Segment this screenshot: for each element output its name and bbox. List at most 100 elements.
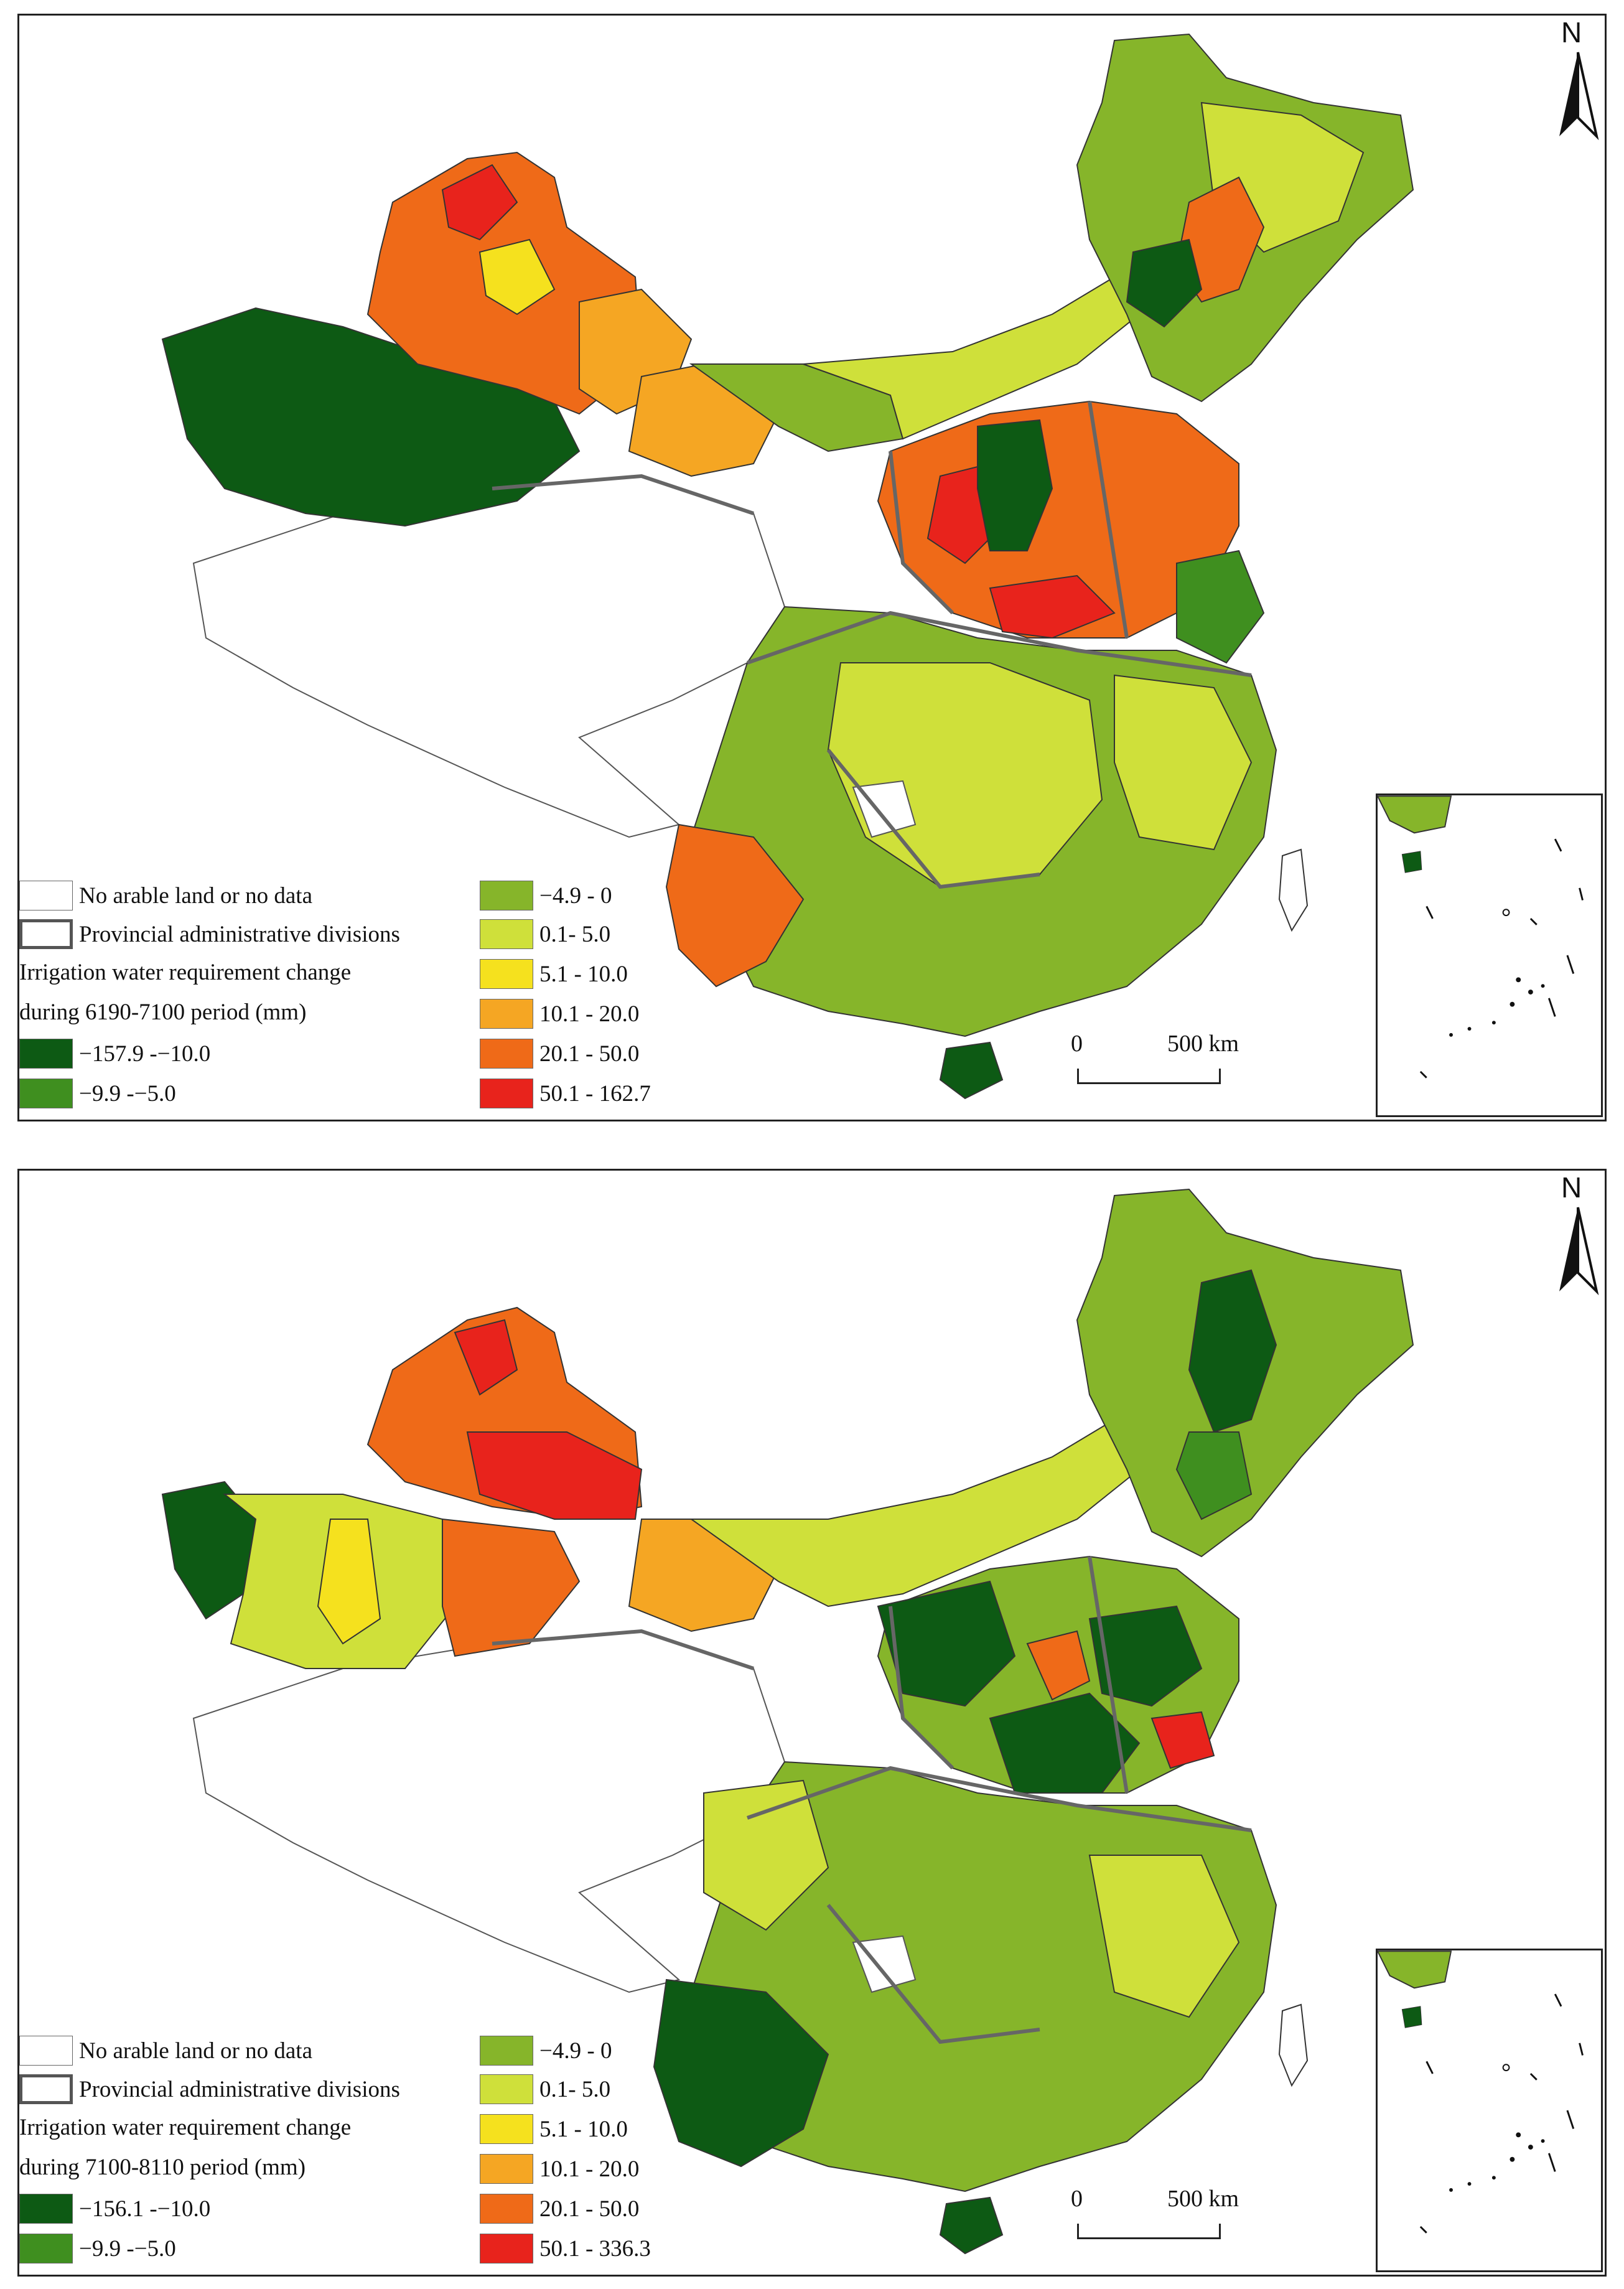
north-arrow-label: N (1561, 1171, 1582, 1204)
legend-label: 0.1- 5.0 (539, 2076, 611, 2102)
inset-map (1378, 795, 1584, 1079)
north-arrow-label: N (1561, 16, 1582, 49)
legend-class-6: 10.1 - 20.0 (480, 999, 639, 1029)
legend-class-3: −4.9 - 0 (480, 881, 612, 910)
map-panel-6190-7100: N 0 500 km No arable land or no data Pro… (17, 14, 1607, 1121)
region-no-data (192, 1630, 786, 1993)
legend-swatch (19, 2074, 73, 2104)
legend-label: 5.1 - 10.0 (539, 2116, 628, 2142)
legend-title-line1: Irrigation water requirement change (19, 2115, 352, 2140)
region-northeast-green2 (1175, 1431, 1253, 1520)
region-xinjiang-yellow (478, 238, 556, 316)
legend-label: 50.1 - 162.7 (539, 1080, 651, 1107)
region-xinjiang-red (441, 164, 518, 241)
legend-label: −4.9 - 0 (539, 2038, 612, 2064)
inset-map (1378, 1950, 1584, 2234)
region-guizhou-no-data (852, 1935, 917, 1993)
legend-title-line2: during 6190-7100 period (mm) (19, 999, 307, 1025)
legend-class-7: 20.1 - 50.0 (480, 1039, 639, 1069)
legend-class-2: −9.9 -−5.0 (19, 2234, 176, 2263)
legend-label: 5.1 - 10.0 (539, 961, 628, 987)
legend-label: 0.1- 5.0 (539, 921, 611, 947)
scale-bar: 0 500 km (1052, 1030, 1251, 1117)
scale-end-label: 500 km (1167, 2186, 1239, 2212)
region-north-china-red2 (989, 574, 1116, 639)
legend-swatch (480, 881, 533, 910)
north-arrow-icon (1559, 1207, 1599, 1296)
legend-class-7: 20.1 - 50.0 (480, 2194, 639, 2224)
legend-label: 20.1 - 50.0 (539, 1041, 640, 1067)
region-jiangsu-green (1176, 550, 1265, 664)
scale-start-label: 0 (1071, 2186, 1083, 2212)
legend-title-line2: during 7100-8110 period (mm) (19, 2155, 306, 2180)
legend-label: 10.1 - 20.0 (539, 1001, 640, 1027)
legend-class-5: 5.1 - 10.0 (480, 959, 628, 989)
legend-label: No arable land or no data (79, 882, 312, 909)
legend-class-1: −157.9 -−10.0 (19, 1039, 210, 1069)
region-northeast-green (1126, 238, 1203, 328)
region-xinjiang-red (466, 1431, 643, 1520)
provincial-borders (492, 401, 1252, 889)
legend-swatch (480, 2234, 533, 2263)
legend-class-4: 0.1- 5.0 (480, 919, 610, 949)
south-china-sea-inset (1376, 793, 1603, 1117)
legend-label: Provincial administrative divisions (79, 2076, 400, 2102)
legend-label: −157.9 -−10.0 (79, 1041, 211, 1067)
region-east-yellow (1088, 1855, 1240, 2018)
legend-province: Provincial administrative divisions (19, 919, 400, 949)
region-shandong-green (1088, 1605, 1203, 1707)
legend-nodata: No arable land or no data (19, 881, 312, 910)
legend-swatch (480, 2036, 533, 2066)
legend-label: −156.1 -−10.0 (79, 2196, 211, 2222)
legend-province: Provincial administrative divisions (19, 2074, 400, 2104)
region-east-yellow (1114, 674, 1253, 851)
legend-label: 10.1 - 20.0 (539, 2156, 640, 2182)
scale-start-label: 0 (1071, 1031, 1083, 1057)
china-map (161, 33, 1414, 1100)
legend-swatch (19, 1079, 73, 1108)
region-yunnan (653, 1978, 829, 2168)
region-xinjiang-west (161, 307, 581, 527)
legend-swatch (480, 2114, 533, 2144)
legend-class-1: −156.1 -−10.0 (19, 2194, 210, 2224)
legend-label: −9.9 -−5.0 (79, 1080, 176, 1107)
legend-class-5: 5.1 - 10.0 (480, 2114, 628, 2144)
north-arrow-icon (1559, 52, 1599, 141)
legend-label: 50.1 - 336.3 (539, 2235, 651, 2262)
region-jiangsu-red (1150, 1711, 1215, 1769)
legend-swatch (19, 1039, 73, 1069)
china-map (161, 1188, 1414, 2255)
region-guizhou-no-data (852, 780, 917, 838)
region-northeast-green (1188, 1269, 1277, 1433)
region-henan-green (989, 1692, 1141, 1794)
legend-class-2: −9.9 -−5.0 (19, 1079, 176, 1108)
legend-class-4: 0.1- 5.0 (480, 2074, 610, 2104)
region-sichuan-yellow (703, 1779, 829, 1931)
legend-swatch (480, 919, 533, 949)
region-hainan (939, 1041, 1004, 1100)
legend-class-8: 50.1 - 162.7 (480, 1079, 651, 1108)
legend-class-8: 50.1 - 336.3 (480, 2234, 651, 2263)
legend-label: −4.9 - 0 (539, 882, 612, 909)
legend-swatch (480, 2194, 533, 2224)
region-taiwan (1278, 848, 1309, 932)
region-no-data (192, 475, 786, 838)
region-hebei-orange (1026, 1630, 1091, 1701)
legend-swatch (480, 2154, 533, 2184)
legend-nodata: No arable land or no data (19, 2036, 312, 2066)
legend-swatch (19, 2234, 73, 2263)
region-taiwan (1278, 2003, 1309, 2087)
scale-bar-line (1077, 2224, 1221, 2239)
region-shanxi-green (977, 419, 1053, 551)
map-legend: No arable land or no data Provincial adm… (19, 881, 673, 1117)
region-hainan (939, 2196, 1004, 2255)
legend-title-line1: Irrigation water requirement change (19, 960, 352, 985)
legend-label: Provincial administrative divisions (79, 921, 400, 947)
legend-label: 20.1 - 50.0 (539, 2196, 640, 2222)
region-yunnan (665, 823, 805, 988)
region-xinjiang-south-orange (442, 1518, 581, 1657)
legend-swatch (480, 959, 533, 989)
legend-label: −9.9 -−5.0 (79, 2235, 176, 2262)
scale-end-label: 500 km (1167, 1031, 1239, 1057)
legend-swatch (480, 1079, 533, 1108)
